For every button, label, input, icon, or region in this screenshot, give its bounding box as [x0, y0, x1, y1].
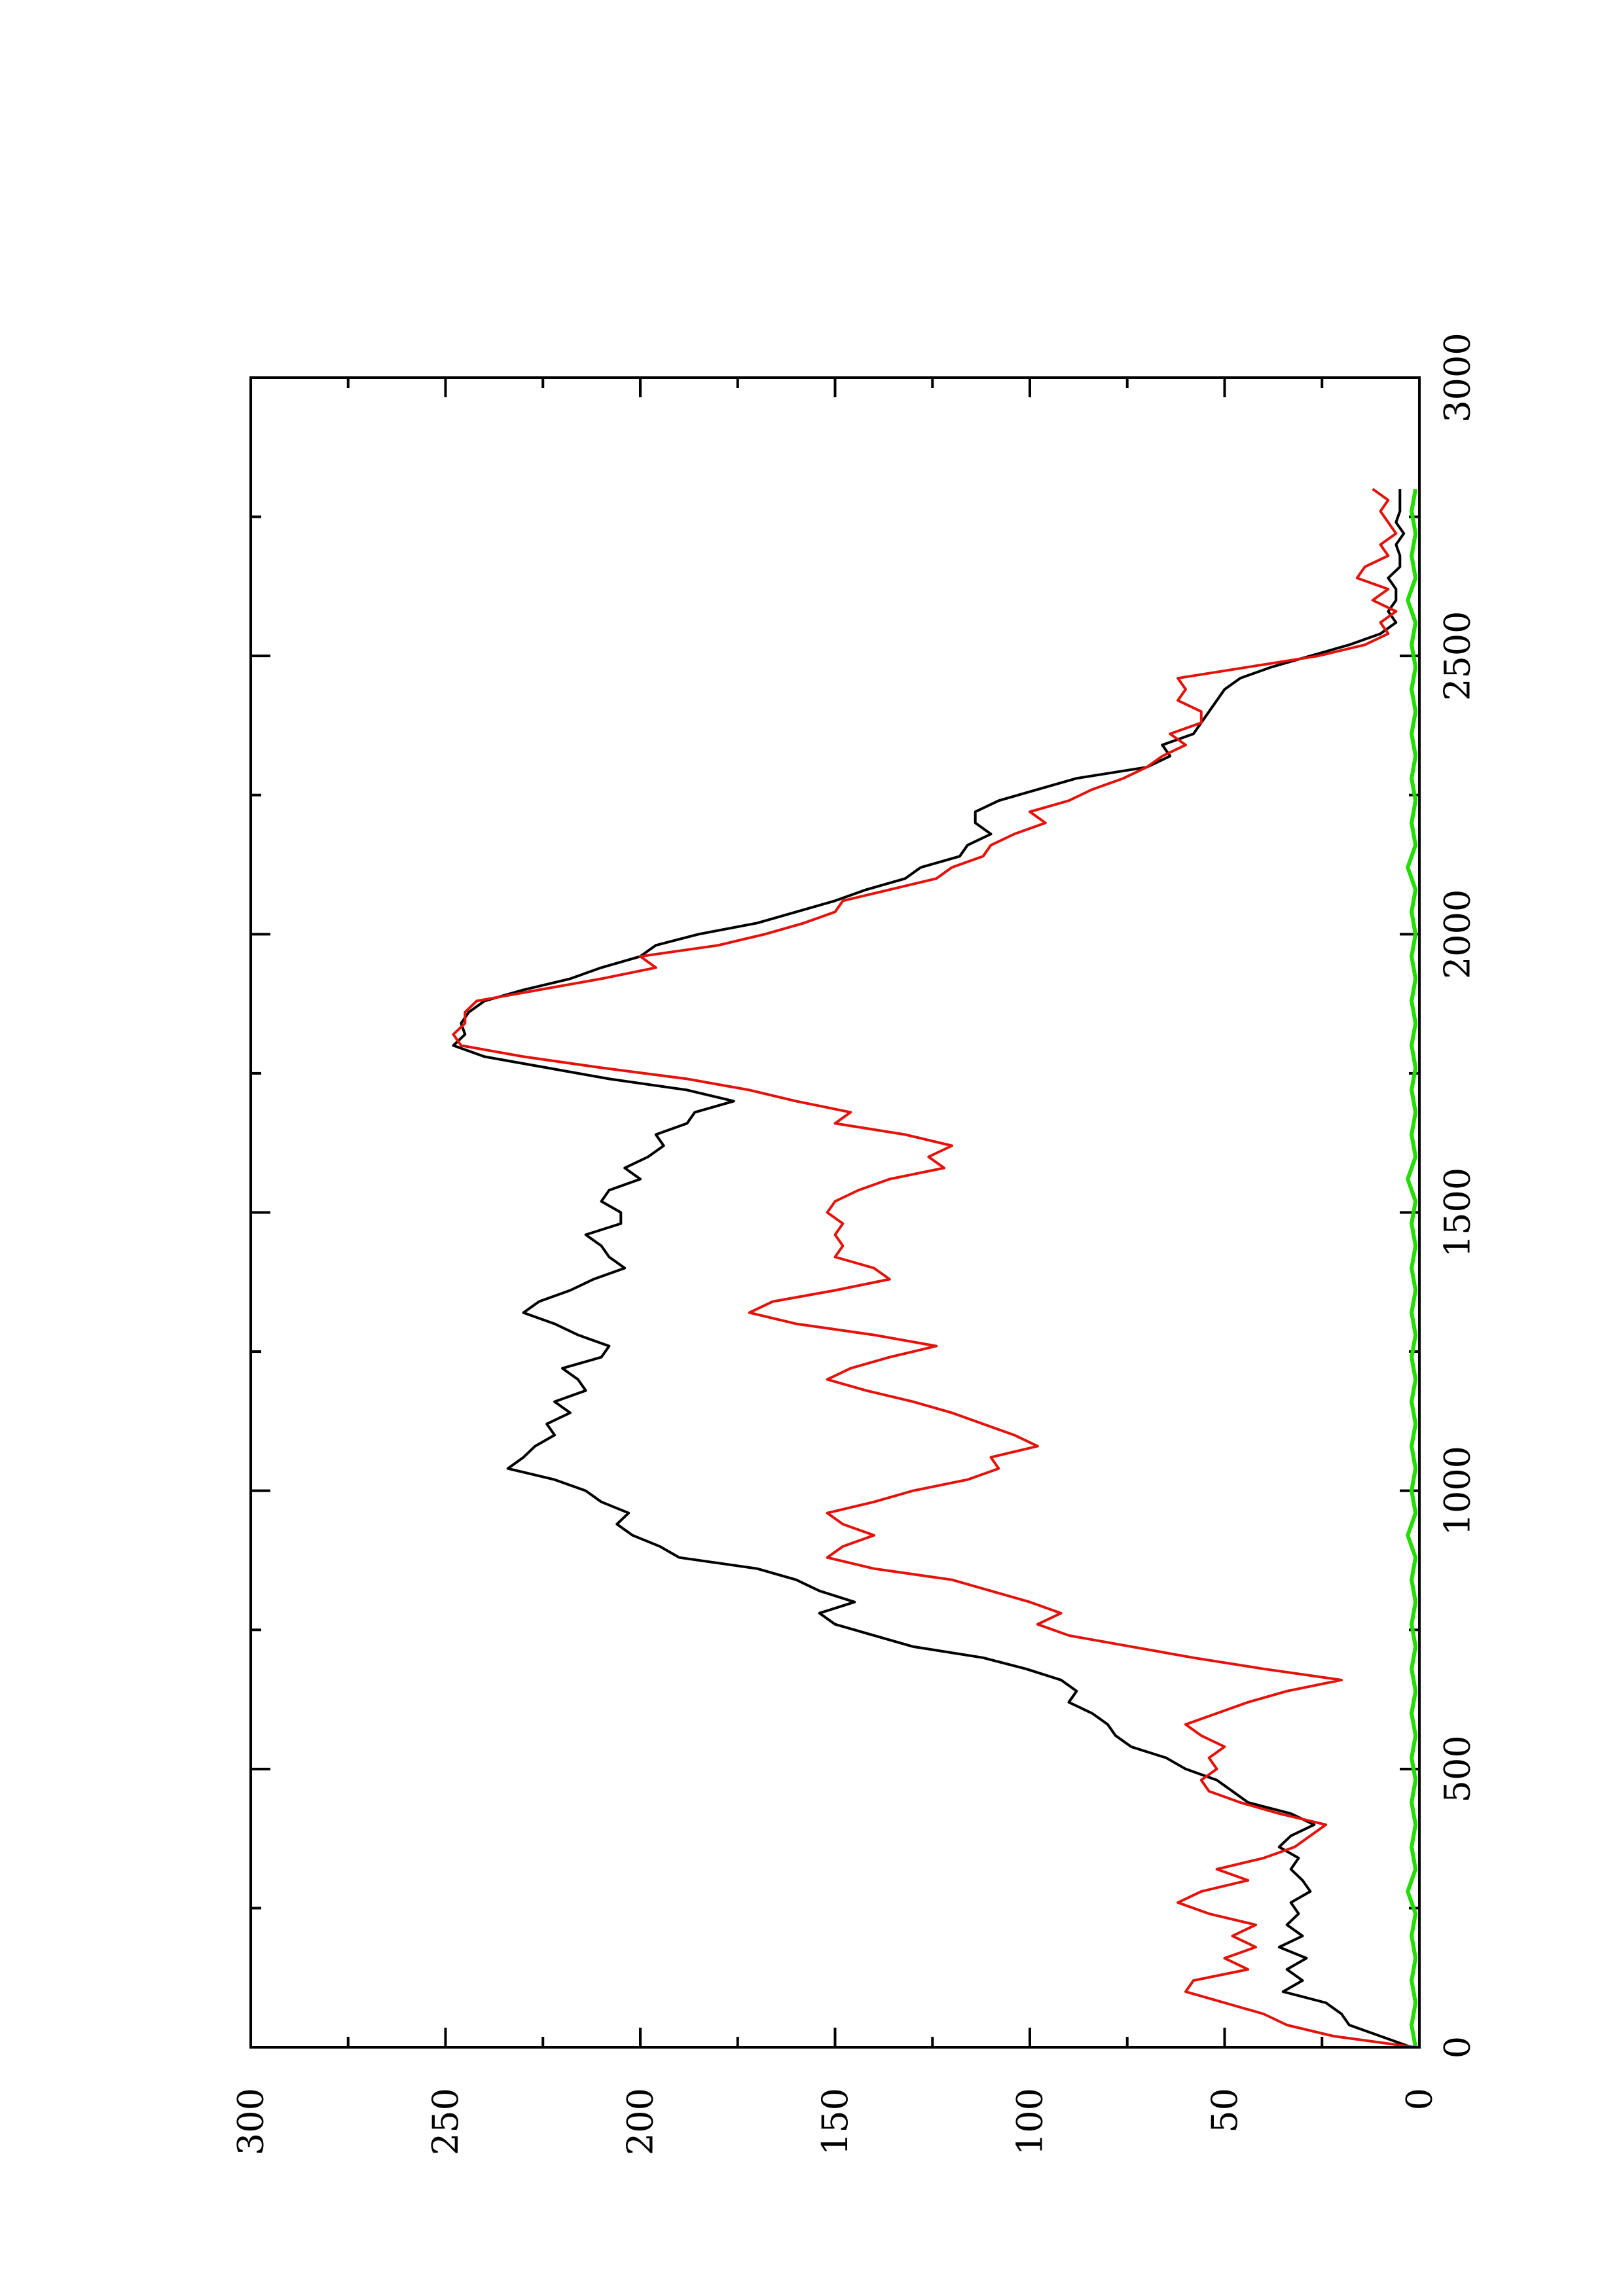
plot-frame	[249, 376, 1421, 2049]
x-tick-label: 1000	[1437, 1446, 1478, 1535]
x-tick-label: 0	[1437, 2036, 1478, 2058]
y-tick-label: 100	[1010, 2088, 1051, 2155]
y-tick-label: 200	[620, 2088, 661, 2155]
y-tick-label: 300	[230, 2088, 272, 2155]
x-tick-label: 2500	[1437, 611, 1478, 700]
x-tick-label: 3000	[1437, 332, 1478, 422]
x-tick-label: 2000	[1437, 889, 1478, 979]
x-tick-label: 500	[1437, 1735, 1478, 1803]
y-tick-label: 250	[425, 2088, 466, 2155]
y-tick-label: 150	[814, 2088, 856, 2155]
x-tick-label: 1500	[1437, 1168, 1478, 1257]
series-line-2	[452, 488, 1416, 2049]
series-line-1	[452, 489, 1412, 2049]
y-tick-label: 0	[1399, 2088, 1440, 2110]
series-line-3	[1406, 488, 1418, 2048]
y-tick-label: 50	[1204, 2088, 1245, 2133]
axes: 0 500 1000 1500 2000 2500 3000 0 50 100 150 200 250 3…	[230, 332, 1478, 2155]
series-group	[452, 488, 1418, 2049]
